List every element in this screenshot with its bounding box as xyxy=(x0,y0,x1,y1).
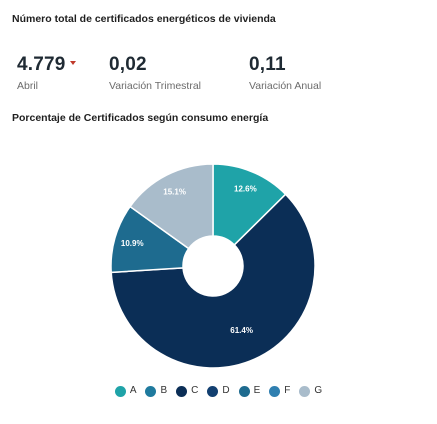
legend-label: G xyxy=(314,385,323,396)
donut-slices xyxy=(110,163,316,369)
legend-label: D xyxy=(222,385,230,396)
legend-item-F[interactable]: F xyxy=(269,385,290,397)
legend-swatch xyxy=(145,385,157,397)
kpi-annual-variation: 0,11 Variación Anual xyxy=(249,54,321,93)
donut-data-labels: 12.6% 61.4% 10.9% 15.1% xyxy=(121,184,257,334)
legend-label: F xyxy=(284,385,291,396)
legend-swatch xyxy=(176,385,188,397)
slice-G[interactable] xyxy=(129,163,214,250)
legend-swatch xyxy=(269,385,281,397)
data-label-G: 15.1% xyxy=(163,187,186,196)
legend-label: E xyxy=(253,385,261,396)
legend-swatch xyxy=(207,385,219,397)
kpi-label: Variación Anual xyxy=(249,80,322,92)
legend-item-A[interactable]: A xyxy=(114,385,137,397)
data-label-E: 10.9% xyxy=(121,239,144,248)
kpi-value: 0,11 xyxy=(249,54,286,75)
legend-swatch xyxy=(114,385,126,397)
slice-C[interactable] xyxy=(110,193,316,369)
kpi-quarterly-variation: 0,02 Variación Trimestral xyxy=(109,54,201,93)
kpi-section-title: Número total de certificados energéticos… xyxy=(12,13,276,25)
kpi-value: 0,02 xyxy=(109,54,147,75)
kpi-total-certificates: 4.779 Abril xyxy=(17,54,76,93)
legend-label: B xyxy=(160,385,168,396)
legend-item-D[interactable]: D xyxy=(207,385,230,397)
data-label-C: 61.4% xyxy=(230,326,253,335)
data-label-A: 12.6% xyxy=(234,184,257,193)
legend-swatch xyxy=(299,385,311,397)
legend-label: A xyxy=(129,385,137,396)
legend-item-G[interactable]: G xyxy=(299,385,322,397)
legend-item-E[interactable]: E xyxy=(238,385,261,397)
legend-swatch xyxy=(238,385,250,397)
kpi-label: Abril xyxy=(17,80,39,92)
legend-item-B[interactable]: B xyxy=(145,385,167,397)
chart-legend: A B C D E F G xyxy=(0,385,437,397)
kpi-label: Variación Trimestral xyxy=(109,80,201,92)
legend-item-C[interactable]: C xyxy=(176,385,198,397)
trend-down-icon xyxy=(69,61,76,65)
legend-label: C xyxy=(191,385,199,396)
chart-title: Porcentaje de Certificados según consumo… xyxy=(12,112,269,124)
kpi-value: 4.779 xyxy=(17,54,66,75)
